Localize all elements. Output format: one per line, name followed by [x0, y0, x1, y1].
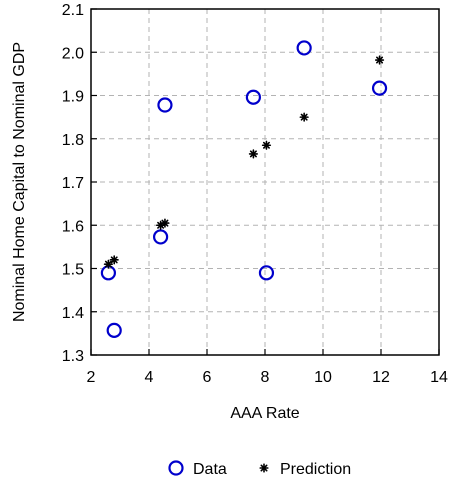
y-tick-label: 2.0 [62, 45, 84, 62]
legend-data-marker [168, 460, 184, 476]
x-tick-label: 6 [203, 369, 212, 386]
data-point [157, 97, 173, 113]
legend: Data Prediction [168, 460, 351, 478]
prediction-point [374, 55, 385, 65]
legend-prediction-marker [259, 463, 269, 473]
x-axis-title: AAA Rate [230, 405, 299, 422]
data-point [245, 89, 261, 105]
legend-data-label: Data [193, 461, 227, 478]
y-tick-label: 1.5 [62, 262, 84, 279]
y-tick-label: 1.3 [62, 348, 84, 365]
y-tick-label: 1.4 [62, 305, 84, 322]
data-point [296, 40, 312, 56]
legend-asterisk-glyph [259, 463, 269, 473]
x-tick-label: 12 [372, 369, 390, 386]
x-tick-label: 2 [87, 369, 96, 386]
prediction-point [261, 140, 272, 150]
grid-layer [91, 9, 439, 355]
axis-ticks [90, 8, 440, 356]
prediction-point [160, 218, 170, 228]
prediction-point [103, 259, 113, 269]
data-point [258, 265, 275, 281]
data-point [153, 229, 169, 245]
y-tick-label: 2.1 [62, 2, 84, 19]
y-tick-label: 1.8 [62, 132, 84, 149]
x-tick-label: 14 [430, 369, 448, 386]
data-series [100, 40, 388, 338]
y-tick-label: 1.6 [62, 218, 84, 235]
prediction-point [109, 255, 119, 265]
data-point [106, 322, 122, 338]
prediction-point [248, 149, 259, 159]
y-tick-label: 1.9 [62, 89, 84, 106]
y-tick-labels: 1.3 1.4 1.5 1.6 1.7 1.8 1.9 2.0 2.1 [62, 2, 84, 365]
x-tick-label: 4 [145, 369, 154, 386]
prediction-point [299, 112, 309, 122]
x-tick-labels: 2 4 6 8 10 12 14 [87, 369, 448, 386]
x-tick-label: 8 [261, 369, 270, 386]
legend-prediction-label: Prediction [280, 461, 351, 478]
data-point [371, 80, 388, 96]
y-axis-title: Nominal Home Capital to Nominal GDP [11, 42, 28, 322]
y-tick-label: 1.7 [62, 175, 84, 192]
x-tick-label: 10 [314, 369, 332, 386]
